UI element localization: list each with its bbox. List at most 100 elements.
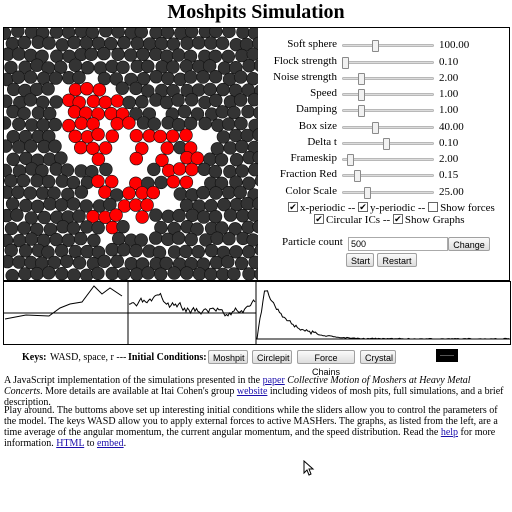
help-link[interactable]: help <box>440 427 459 438</box>
slider-label: Speed <box>310 87 337 99</box>
slider-label: Flock strength <box>273 55 337 67</box>
graph-angular-momentum-current <box>128 282 257 344</box>
moshpit-button[interactable]: Moshpit <box>208 350 248 364</box>
circular-ics-checkbox[interactable] <box>314 214 324 224</box>
slider-label: Delta t <box>307 136 337 148</box>
desc1-text-1: A JavaScript implementation of the simul… <box>4 375 263 386</box>
paper-link[interactable]: paper <box>262 375 285 386</box>
slider-value: 25.00 <box>439 186 464 198</box>
desc2-text-2: for more information. <box>4 427 496 449</box>
slider-track[interactable] <box>342 170 434 182</box>
slider-thumb[interactable] <box>358 73 366 85</box>
show-graphs-label: Show Graphs <box>404 214 465 226</box>
slider-value: 40.00 <box>439 121 464 133</box>
slider-thumb[interactable] <box>372 122 380 134</box>
crystal-button[interactable]: Crystal <box>360 350 396 364</box>
html-link[interactable]: HTML <box>56 438 85 449</box>
graph-angular-momentum-average <box>4 282 129 344</box>
graphs-panel <box>3 281 511 345</box>
slider-track[interactable] <box>342 89 434 101</box>
slider-track[interactable] <box>342 40 434 52</box>
slider-thumb[interactable] <box>363 187 371 199</box>
control-panel: Soft sphere 100.00 Flock strength 0.10 Noise… <box>258 27 510 281</box>
initial-conditions-label: Initial Conditions: <box>128 352 207 363</box>
slider-value: 0.10 <box>439 137 459 149</box>
simulation-canvas[interactable] <box>3 27 259 281</box>
slider-label: Color Scale <box>285 185 337 197</box>
website-link[interactable]: website <box>236 386 268 397</box>
force-chains-button[interactable]: Force Chains <box>297 350 355 377</box>
page-title: Moshpits Simulation <box>167 1 345 23</box>
slider-row: Damping 1.00 <box>258 103 509 117</box>
slider-value: 1.00 <box>439 104 459 116</box>
start-button[interactable]: Start <box>346 253 374 267</box>
slider-track[interactable] <box>342 122 434 134</box>
slider-thumb[interactable] <box>383 138 391 150</box>
slider-track[interactable] <box>342 187 434 199</box>
desc2-text-4: . <box>123 438 127 449</box>
slider-track[interactable] <box>342 73 434 85</box>
slider-row: Fraction Red 0.15 <box>258 168 509 182</box>
x-periodic-label: x-periodic -- <box>300 202 356 214</box>
description-paragraph-1: A JavaScript implementation of the simul… <box>4 375 508 408</box>
slider-row: Flock strength 0.10 <box>258 55 509 69</box>
circlepit-button[interactable]: Circlepit <box>252 350 292 364</box>
slider-label: Fraction Red <box>279 168 337 180</box>
slider-label: Box size <box>298 120 337 132</box>
slider-thumb[interactable] <box>341 57 349 69</box>
description-paragraph-2: Play around. The buttoms above set up in… <box>4 405 508 449</box>
slider-track[interactable] <box>341 57 434 69</box>
slider-label: Noise strength <box>273 71 337 83</box>
slider-track[interactable] <box>342 154 434 166</box>
slider-label: Soft sphere <box>287 38 337 50</box>
slider-thumb[interactable] <box>358 89 366 101</box>
slider-thumb[interactable] <box>347 154 355 166</box>
particle-count-input[interactable]: 500 <box>348 237 448 251</box>
y-periodic-checkbox[interactable] <box>358 202 369 212</box>
desc2-text-1: Play around. The buttoms above set up in… <box>4 405 498 438</box>
slider-row: Box size 40.00 <box>258 120 509 134</box>
slider-track[interactable] <box>342 138 434 150</box>
restart-button[interactable]: Restart <box>377 253 417 267</box>
slider-value: 2.00 <box>439 72 459 84</box>
slider-value: 2.00 <box>439 153 459 165</box>
show-graphs-checkbox[interactable] <box>392 214 403 224</box>
slider-row: Color Scale 25.00 <box>258 185 509 199</box>
desc1-text-4: including videos of mosh pits, full simu… <box>4 386 504 408</box>
mouse-cursor-icon <box>303 460 315 476</box>
color-swatch <box>436 349 458 362</box>
paper-title: Collective Motion of Moshers at Heavy Me… <box>4 375 471 397</box>
checkbox-row-periodic: x-periodic -- y-periodic -- Show forces <box>288 202 495 214</box>
slider-value: 100.00 <box>439 39 470 51</box>
x-periodic-checkbox[interactable] <box>288 202 298 212</box>
show-forces-checkbox[interactable] <box>428 202 439 212</box>
slider-row: Soft sphere 100.00 <box>258 38 509 52</box>
slider-row: Delta t 0.10 <box>258 136 509 150</box>
slider-row: Speed 1.00 <box>258 87 509 101</box>
slider-row: Noise strength 2.00 <box>258 71 509 85</box>
slider-value: 0.15 <box>439 169 459 181</box>
particle-field <box>4 28 258 280</box>
particle-count-label: Particle count <box>282 236 343 248</box>
slider-track[interactable] <box>342 105 434 117</box>
slider-thumb[interactable] <box>353 170 361 182</box>
graphs-svg <box>4 282 510 344</box>
slider-label: Frameskip <box>290 152 337 164</box>
desc1-text-3: . More details are available at Itai Coh… <box>40 386 237 397</box>
keys-label: Keys: <box>22 352 47 363</box>
slider-label: Damping <box>296 103 337 115</box>
y-periodic-label: y-periodic -- <box>370 202 426 214</box>
slider-thumb[interactable] <box>358 105 366 117</box>
slider-value: 1.00 <box>439 88 459 100</box>
slider-value: 0.10 <box>439 56 459 68</box>
checkbox-row-ics: Circular ICs -- Show Graphs <box>314 214 465 226</box>
graph-speed-distribution <box>256 290 510 340</box>
circular-ics-label: Circular ICs -- <box>326 214 391 226</box>
slider-row: Frameskip 2.00 <box>258 152 509 166</box>
slider-thumb[interactable] <box>372 40 380 52</box>
change-button[interactable]: Change <box>448 237 490 251</box>
show-forces-label: Show forces <box>440 202 495 214</box>
embed-link[interactable]: embed <box>96 438 124 449</box>
desc2-text-3: to <box>84 438 97 449</box>
keys-text: WASD, space, r --- <box>50 352 127 363</box>
